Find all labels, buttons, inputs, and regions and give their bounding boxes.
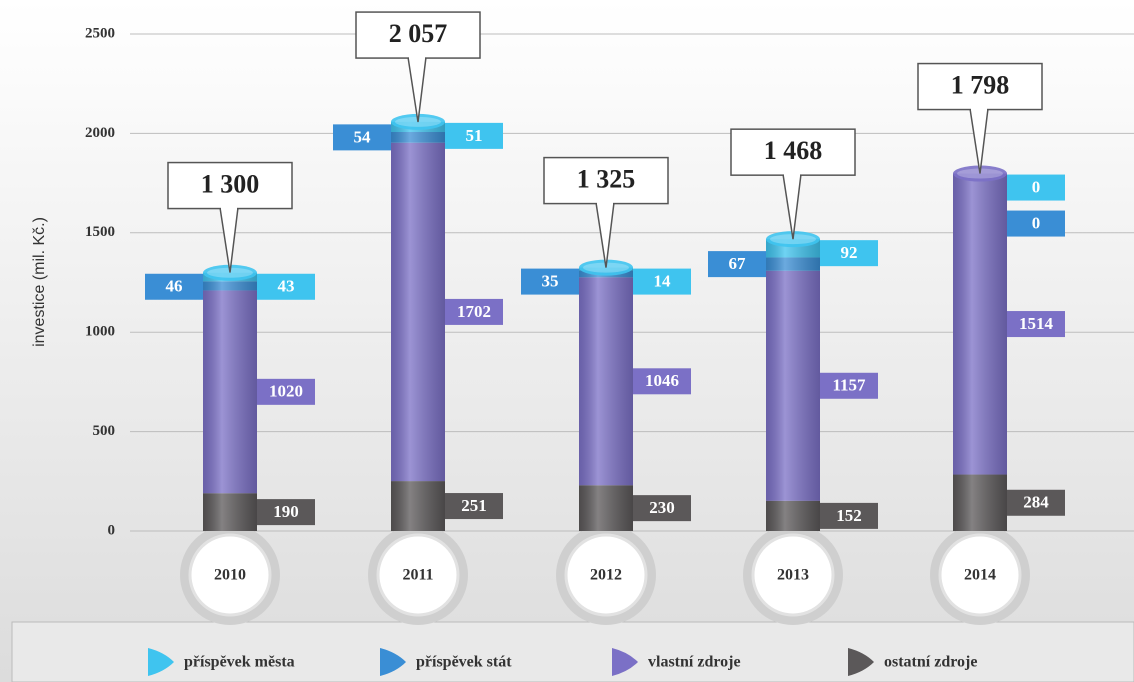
callout-pointer — [595, 202, 615, 268]
value-label: 0 — [1032, 177, 1041, 196]
cylinder-shade — [953, 173, 1007, 531]
total-label: 2 057 — [389, 19, 448, 48]
value-label: 190 — [273, 502, 299, 521]
cylinder-shade — [766, 239, 820, 531]
value-label-box — [633, 495, 691, 522]
value-label-box — [1007, 311, 1065, 338]
value-label: 35 — [542, 271, 559, 290]
x-tick-label: 2011 — [402, 567, 433, 584]
value-label: 1702 — [457, 302, 491, 321]
value-label: 251 — [461, 496, 487, 515]
x-tick-label: 2014 — [964, 567, 996, 584]
value-label-box — [820, 240, 878, 267]
callout-pointer — [782, 174, 802, 240]
y-tick-label: 2000 — [85, 125, 115, 141]
year-circle — [751, 533, 835, 617]
callout-pointer — [219, 207, 239, 273]
value-label: 43 — [278, 277, 295, 296]
value-label-box — [445, 493, 503, 520]
value-label-box — [1007, 174, 1065, 201]
callout-box — [355, 11, 481, 59]
callout-box — [543, 156, 669, 205]
x-tick-label: 2010 — [214, 567, 246, 584]
value-label: 0 — [1032, 213, 1041, 232]
total-label: 1 468 — [764, 136, 823, 165]
cylinder-shade — [203, 272, 257, 531]
value-label-box — [1007, 210, 1065, 237]
year-circle — [938, 533, 1022, 617]
value-label: 51 — [466, 126, 483, 145]
value-label-box — [257, 273, 315, 300]
value-label: 54 — [354, 127, 372, 146]
value-label: 1020 — [269, 382, 303, 401]
value-label-box — [820, 372, 878, 399]
value-label-box — [257, 499, 315, 526]
x-tick-label: 2012 — [590, 567, 622, 584]
y-tick-label: 2500 — [85, 25, 115, 41]
callout-join — [597, 201, 613, 205]
value-label: 67 — [729, 254, 747, 273]
value-label: 1157 — [832, 376, 866, 395]
legend-box — [11, 621, 1134, 682]
value-label: 1514 — [1019, 314, 1054, 333]
legend-label: příspěvek stát — [416, 654, 512, 671]
legend-label: příspěvek města — [184, 654, 295, 671]
y-axis-label: investice (mil. Kč.) — [31, 217, 48, 347]
cylinder-shade — [579, 267, 633, 531]
callout-join — [784, 173, 800, 177]
legend-swatch — [848, 648, 874, 676]
legend-label: vlastní zdroje — [648, 654, 741, 671]
callout-join — [409, 56, 425, 60]
value-label-box — [633, 368, 691, 395]
value-label-box — [445, 298, 503, 325]
value-label: 230 — [649, 498, 675, 517]
x-tick-label: 2013 — [777, 567, 809, 584]
value-label: 1046 — [645, 371, 679, 390]
cylinder-top-hi — [207, 267, 253, 278]
legend-swatch — [612, 648, 638, 676]
y-tick-label: 1000 — [85, 324, 115, 340]
value-label-box — [1007, 489, 1065, 516]
total-label: 1 798 — [951, 71, 1010, 100]
legend-label: ostatní zdroje — [884, 654, 977, 671]
cylinder-top — [203, 264, 257, 281]
value-label: 92 — [841, 243, 858, 262]
year-circle — [376, 533, 460, 617]
callout-pointer — [969, 108, 989, 174]
value-label: 14 — [654, 271, 672, 290]
value-label-box — [445, 122, 503, 149]
y-tick-label: 0 — [108, 522, 116, 538]
callout-box — [167, 161, 293, 210]
value-label-box — [633, 268, 691, 295]
year-circle — [564, 533, 648, 617]
value-label-box — [145, 273, 203, 300]
y-tick-label: 1500 — [85, 224, 115, 240]
legend-swatch — [380, 648, 406, 676]
callout-pointer — [407, 56, 427, 123]
callout-box — [917, 62, 1043, 111]
value-label-box — [820, 502, 878, 529]
year-circle — [188, 533, 272, 617]
value-label-box — [521, 268, 579, 295]
callout-join — [971, 107, 987, 111]
value-label-box — [333, 124, 391, 151]
total-label: 1 300 — [201, 170, 260, 199]
value-label-box — [708, 251, 766, 278]
cylinder-shade — [391, 121, 445, 531]
value-label-box — [257, 378, 315, 405]
value-label: 152 — [836, 506, 862, 525]
value-label: 284 — [1023, 493, 1049, 512]
y-tick-label: 500 — [93, 423, 116, 439]
callout-join — [221, 206, 237, 210]
total-label: 1 325 — [577, 165, 636, 194]
legend-swatch — [148, 648, 174, 676]
value-label: 46 — [166, 277, 183, 296]
